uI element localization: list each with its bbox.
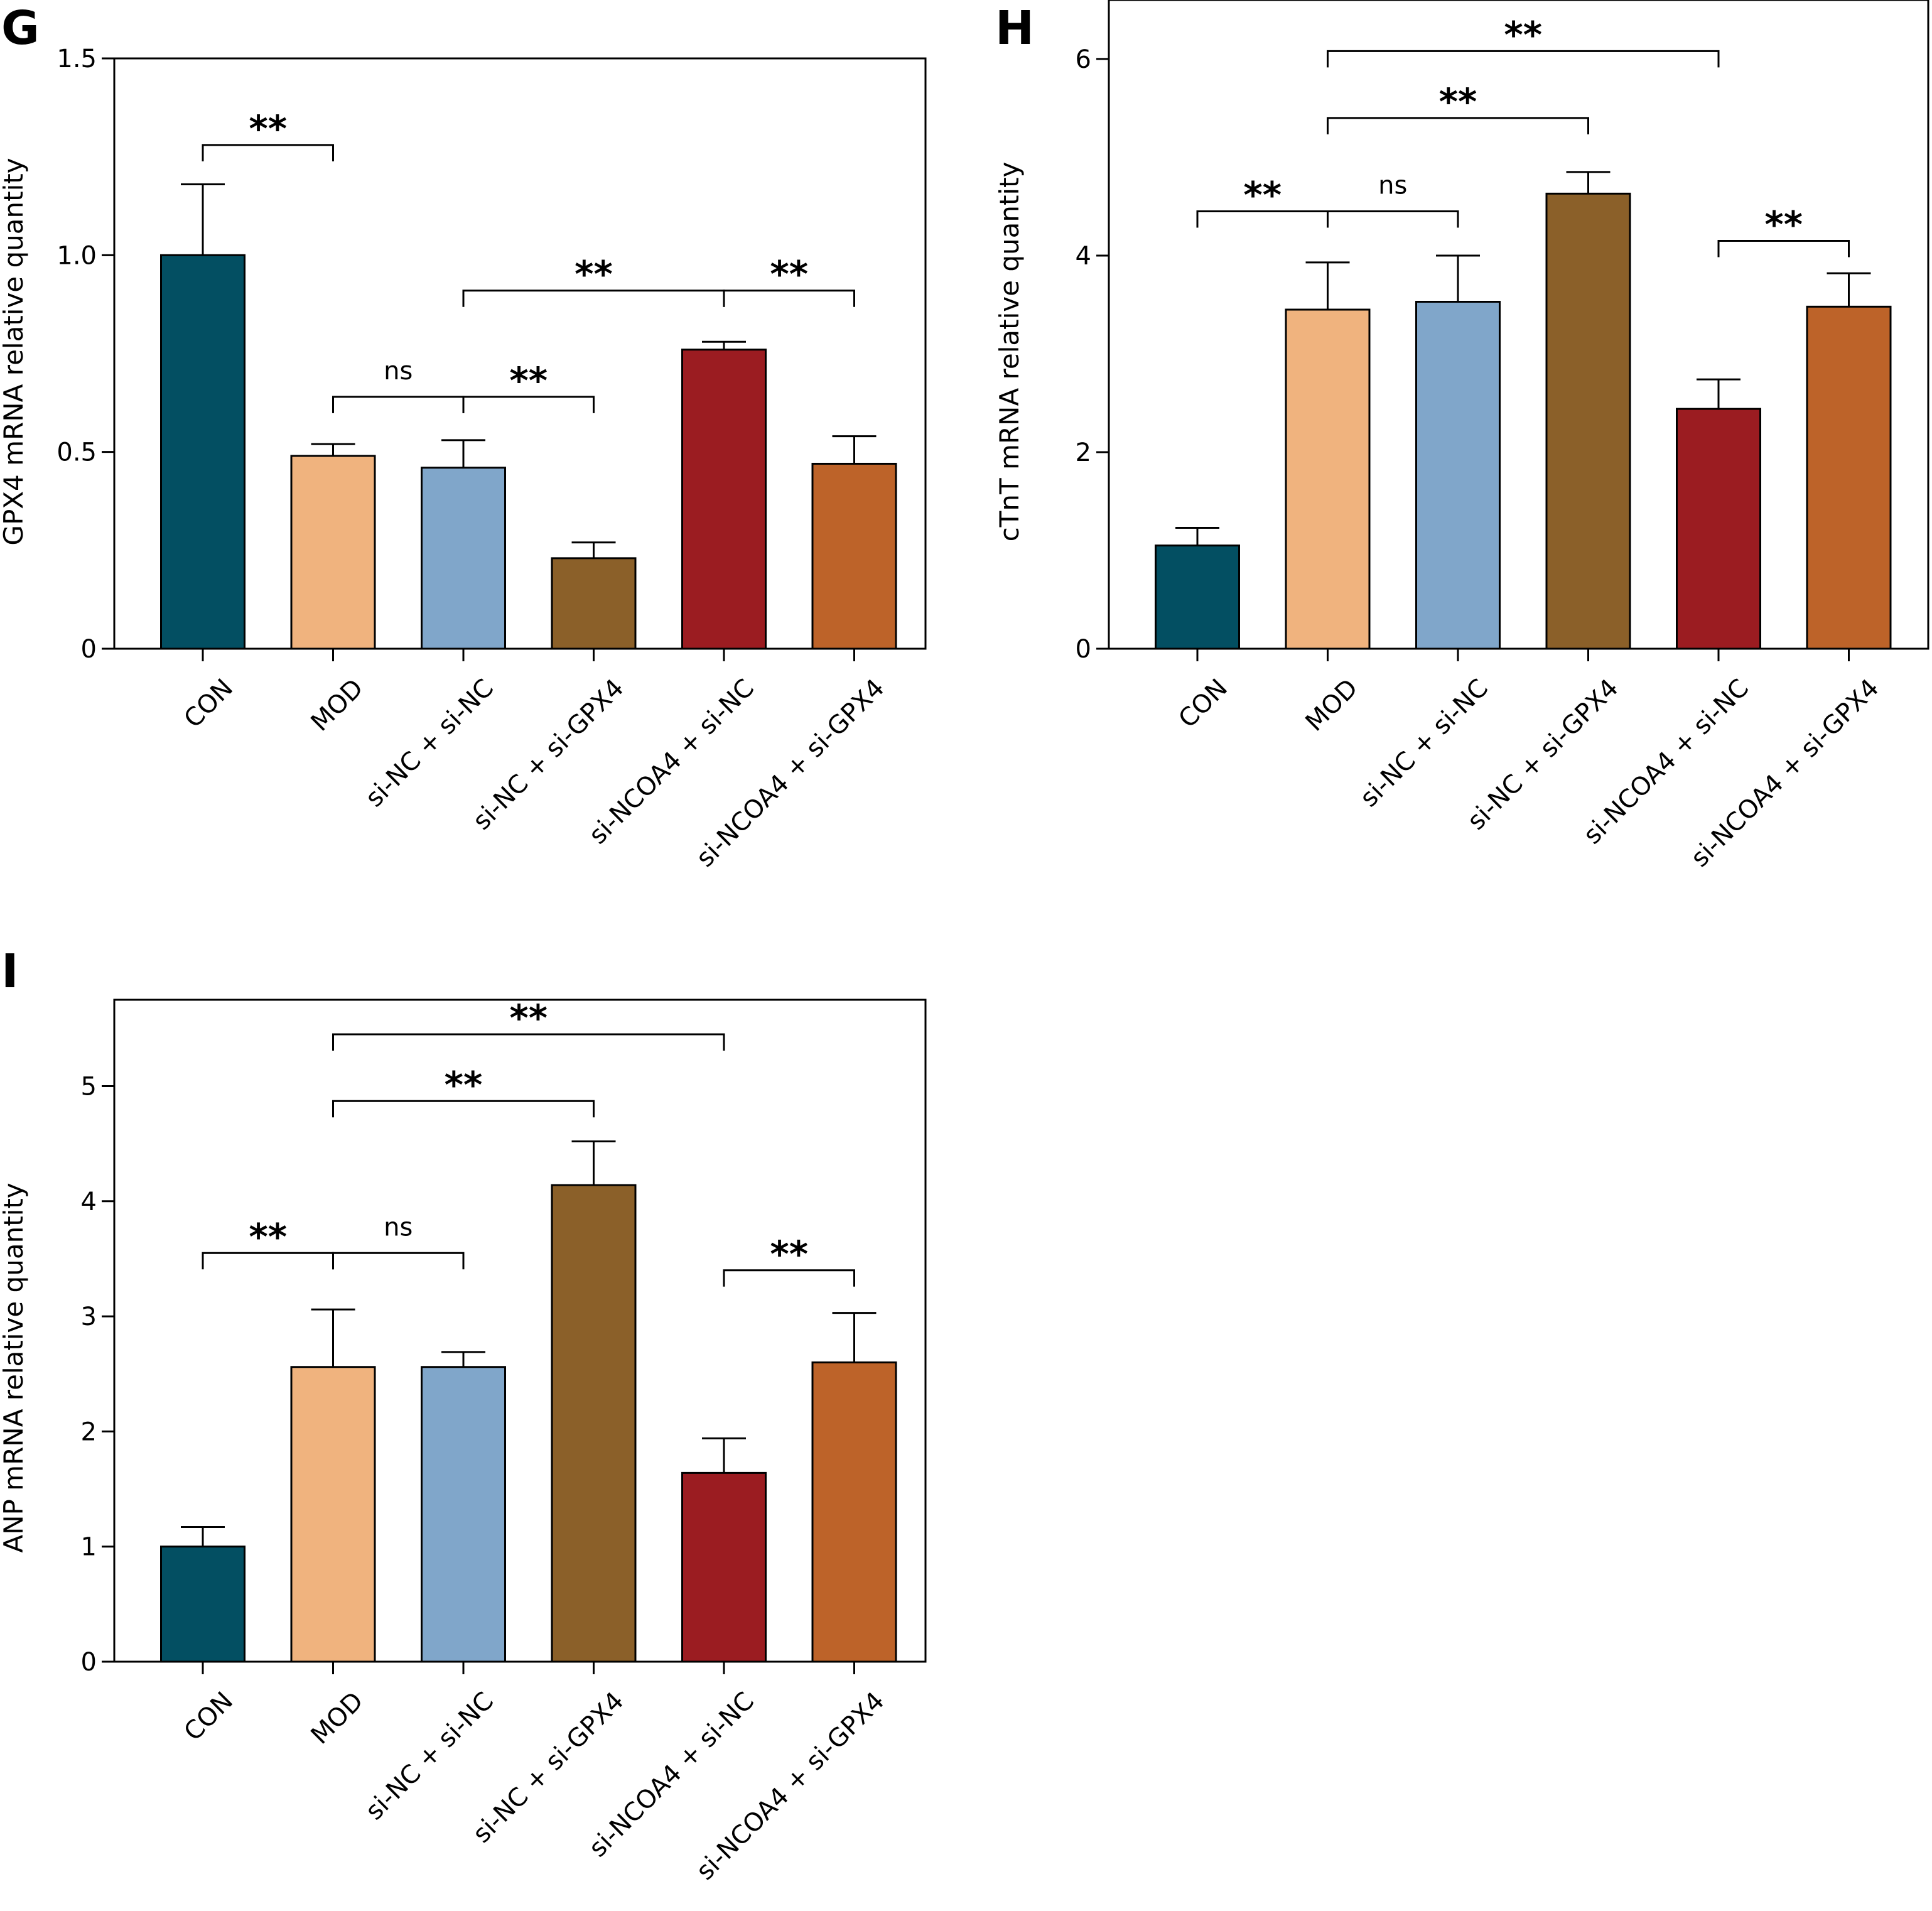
bar [551,557,637,650]
significance-bracket [723,1269,855,1287]
y-axis-label-h: cTnT mRNA relative quantity [994,162,1025,542]
y-tick-label: 0 [1076,635,1091,664]
bar [160,254,246,650]
panel-g: G GPX4 mRNA relative quantity 0 0.5 1.0 1.5… [0,1,927,873]
significance-bracket [332,1252,465,1270]
significance-bracket [1327,210,1459,228]
panel-letter-h: H [995,1,1034,55]
x-tick-label: CON [1173,674,1233,734]
bar [1676,408,1761,650]
bar [551,1184,637,1663]
panel-letter-i: I [1,945,19,999]
y-tick-label: 1 [81,1533,97,1562]
bar [1155,544,1240,650]
significance-label: ** [1243,174,1282,217]
x-tick-label: CON [178,674,239,734]
panel-letter-g: G [1,1,40,55]
y-tick-label: 0 [81,635,97,664]
y-tick-label: 6 [1076,45,1091,74]
x-tick-label: si-NC + si-NC [1354,674,1494,813]
bar [421,1366,506,1663]
bar [290,1366,376,1663]
significance-bracket [332,396,465,413]
bar [1285,308,1371,650]
significance-bracket [1327,117,1589,134]
y-tick-label: 0 [81,1648,97,1677]
x-tick-label: MOD [306,674,369,737]
significance-bracket [1717,239,1850,257]
significance-bracket [723,290,855,307]
significance-label: ns [384,1213,413,1242]
y-axis-label-i: ANP mRNA relative quantity [0,1183,29,1552]
y-tick-label: 1.0 [57,241,97,270]
y-tick-label: 3 [81,1302,97,1331]
bar [421,467,506,650]
significance-label: ** [575,253,613,296]
significance-bracket [332,1033,725,1051]
significance-label: ** [249,107,287,150]
y-tick-label: 0.5 [57,438,97,467]
significance-bracket [462,396,595,413]
bar [290,455,376,650]
bar [1806,305,1892,650]
y-tick-label: 4 [81,1188,97,1216]
y-tick-label: 2 [1076,438,1091,467]
significance-bracket [202,144,334,161]
bar [811,462,897,650]
bar [1415,301,1501,650]
significance-label: ** [1439,80,1477,123]
significance-label: ns [1378,171,1407,200]
bar [811,1361,897,1663]
significance-label: ** [509,359,548,402]
panel-h: H cTnT mRNA relative quantity 0 2 4 6 CON MOD… [994,0,1929,873]
significance-label: ** [1764,203,1803,246]
y-axis-label-g: GPX4 mRNA relative quantity [0,158,29,545]
x-tick-label: MOD [1300,674,1364,737]
bar [681,349,767,650]
significance-label: ** [445,1063,483,1106]
x-tick-label: CON [178,1687,239,1747]
significance-bracket [332,1100,595,1118]
bar [1545,192,1631,650]
significance-label: ** [770,1233,808,1275]
x-tick-label: MOD [306,1687,369,1750]
bar [681,1471,767,1663]
y-tick-label: 5 [81,1072,97,1101]
significance-label: ** [1504,13,1542,56]
x-tick-label: si-NC + si-NC [360,1687,499,1826]
y-tick-label: 4 [1076,242,1091,271]
significance-label: ** [249,1215,287,1258]
significance-bracket [1327,50,1720,68]
plot-frame [113,57,927,650]
x-tick-label: si-NC + si-NC [360,674,499,813]
plot-frame [1108,0,1929,650]
y-tick-label: 1.5 [57,45,97,73]
bar [160,1546,246,1663]
panel-i: I ANP mRNA relative quantity 0 1 2 3 4 5 CON MO… [0,945,927,1886]
significance-label: ** [509,997,548,1039]
y-tick-label: 2 [81,1417,97,1446]
significance-label: ns [384,357,413,386]
significance-label: ** [770,253,808,296]
plot-frame [113,999,927,1663]
